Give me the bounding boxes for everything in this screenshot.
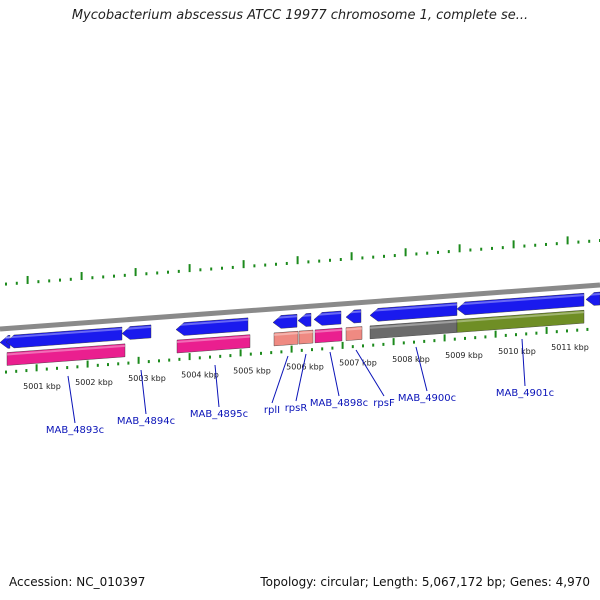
gene-label[interactable]: rplI (264, 405, 280, 416)
label-leader-line (214, 364, 220, 408)
gene-feature (176, 334, 251, 354)
feature-highlight (314, 328, 343, 333)
gene-label[interactable]: rpsR (285, 403, 308, 414)
scale-tick-label: 5001 kbp (23, 382, 61, 391)
scale-tick-label: 5007 kbp (339, 359, 377, 368)
label-leader-line (521, 338, 526, 387)
feature-highlight (345, 327, 363, 331)
scale-tick-label: 5005 kbp (233, 367, 271, 376)
gene-label[interactable]: rpsF (373, 398, 395, 409)
scale-tick-label: 5008 kbp (392, 355, 430, 364)
gc-content-track (5, 236, 600, 374)
genome-summary-text: Topology: circular; Length: 5,067,172 bp… (260, 575, 590, 589)
gene-feature (273, 330, 299, 347)
gene-label[interactable]: MAB_4900c (398, 393, 456, 404)
feature-highlight (175, 318, 249, 327)
cds-feature (297, 312, 312, 327)
cds-feature (456, 292, 585, 316)
genome-backbone (0, 282, 600, 332)
gene-label[interactable]: MAB_4895c (190, 409, 248, 420)
gene-feature (345, 326, 363, 341)
label-leader-line (295, 353, 307, 402)
feature-highlight (456, 311, 585, 323)
gene-label[interactable]: MAB_4894c (117, 416, 175, 427)
gene-label[interactable]: MAB_4898c (310, 398, 368, 409)
scale-tick-label: 5003 kbp (128, 374, 166, 383)
kbp-scale: 5001 kbp 5002 kbp 5003 kbp 5004 kbp 5005 kbp… (23, 343, 589, 391)
feature-highlight (345, 310, 362, 314)
feature-highlight (369, 303, 458, 312)
scale-tick-label: 5002 kbp (75, 378, 113, 387)
feature-highlight (0, 336, 11, 339)
cds-feature (121, 324, 152, 340)
cds-feature (585, 291, 600, 306)
cds-feature (313, 310, 342, 326)
cds-feature (272, 314, 298, 329)
label-leader-line (355, 349, 385, 397)
feature-highlight (456, 294, 585, 306)
feature-highlight (272, 315, 298, 319)
cds-feature (175, 317, 249, 336)
label-leader-line (415, 346, 428, 392)
feature-highlight (121, 325, 152, 331)
label-leader-line (271, 355, 289, 404)
gene-feature (6, 343, 126, 366)
feature-highlight (297, 314, 312, 318)
scale-tick-label: 5011 kbp (551, 343, 589, 352)
scale-tick-label: 5010 kbp (498, 347, 536, 356)
map-title: Mycobacterium abscessus ATCC 19977 chrom… (71, 8, 529, 23)
gene-feature (456, 309, 585, 333)
scale-tick-label: 5009 kbp (445, 351, 483, 360)
label-leader-line (67, 375, 76, 424)
gene-feature (314, 327, 343, 344)
accession-text: Accession: NC_010397 (9, 575, 146, 589)
label-leader-line (140, 369, 147, 415)
gene-label[interactable]: MAB_4901c (496, 388, 554, 399)
scale-tick-label: 5006 kbp (286, 363, 324, 372)
gene-label[interactable]: MAB_4893c (46, 425, 104, 436)
feature-highlight (298, 331, 314, 335)
feature-highlight (5, 328, 123, 339)
gene-feature (298, 329, 314, 345)
cds-feature (345, 309, 362, 324)
feature-highlight (6, 344, 126, 356)
scale-tick-label: 5004 kbp (181, 370, 219, 379)
feature-highlight (273, 332, 299, 336)
label-leader-line (329, 351, 340, 397)
feature-highlight (585, 293, 600, 297)
feature-highlight (369, 320, 458, 329)
feature-highlight (313, 311, 342, 316)
feature-track (0, 291, 600, 366)
feature-highlight (176, 335, 251, 344)
